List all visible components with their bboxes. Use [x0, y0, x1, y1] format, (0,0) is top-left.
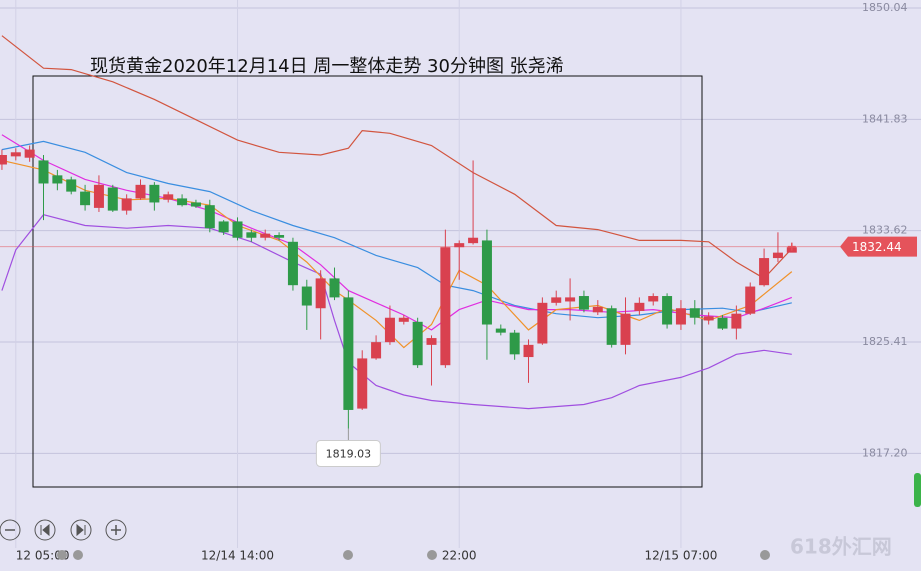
candle-body — [634, 302, 645, 311]
watermark: 618外汇网 — [790, 535, 892, 559]
scroll-dot — [73, 550, 83, 560]
step-forward[interactable] — [70, 519, 92, 541]
x-tick-label: 12 05:00 — [16, 549, 70, 563]
candle-body — [357, 358, 368, 409]
candle-body — [80, 191, 91, 206]
candle-body — [509, 332, 520, 355]
candle-body — [287, 241, 298, 286]
candle-body — [745, 286, 756, 314]
controls — [0, 473, 921, 541]
annotation-box — [315, 440, 381, 468]
zoom-out[interactable] — [0, 519, 21, 541]
candle-body — [384, 317, 395, 343]
candle-body — [440, 247, 451, 366]
scroll-dot — [760, 550, 770, 560]
candle-body — [620, 313, 631, 345]
scroll-dot — [427, 550, 437, 560]
candle-body — [717, 317, 728, 329]
candle-body — [177, 198, 188, 206]
candle-body — [121, 198, 132, 211]
candle-body — [218, 221, 229, 233]
annotation-label: 1819.03 — [326, 448, 372, 461]
candle-body — [468, 237, 479, 244]
candle-body — [592, 306, 603, 313]
candle-body — [675, 308, 686, 325]
candle-body — [38, 160, 49, 184]
candle-body — [52, 175, 63, 184]
last-price-marker — [787, 242, 796, 251]
y-tick-label: 1817.20 — [862, 446, 908, 459]
candle-body — [606, 308, 617, 345]
candle-body — [412, 321, 423, 366]
candle-body — [371, 342, 382, 359]
candle-body — [149, 184, 160, 203]
candle-body — [0, 155, 7, 165]
x-tick-label: 22:00 — [442, 549, 477, 563]
chart-title: 现货黄金2020年12月14日 周一整体走势 30分钟图 张尧浠 — [90, 56, 564, 77]
candle-body — [274, 235, 285, 238]
icon — [111, 525, 121, 535]
candle-body — [662, 296, 673, 325]
candle-body — [454, 243, 465, 248]
candle-body — [537, 302, 548, 344]
candle-body — [481, 240, 492, 325]
candle-body — [565, 297, 576, 302]
candle-body — [731, 313, 742, 329]
candle-body — [551, 297, 562, 303]
scroll-dot — [343, 550, 353, 560]
candle-body — [703, 316, 714, 321]
last-price-label: 1832.44 — [852, 240, 902, 254]
x-tick-label: 12/15 07:00 — [644, 549, 717, 563]
icon — [40, 523, 50, 537]
y-tick-label: 1850.04 — [862, 1, 908, 14]
candle-body — [398, 317, 409, 322]
candle-body — [260, 233, 271, 238]
candle-body — [10, 152, 21, 157]
indicator-line — [1, 134, 793, 331]
step-back[interactable] — [34, 519, 56, 541]
y-tick-label: 1833.62 — [862, 224, 908, 237]
candle-body — [578, 296, 589, 310]
candle-body — [523, 344, 534, 358]
candle-body — [190, 202, 201, 207]
scroll-dot — [57, 550, 67, 560]
candle-body — [315, 278, 326, 309]
candle-body — [93, 184, 104, 208]
indicator-line — [1, 140, 792, 319]
zoom-in[interactable] — [105, 519, 127, 541]
indicator-line — [1, 35, 793, 280]
side-handle[interactable] — [914, 473, 921, 507]
y-tick-label: 1825.41 — [862, 335, 908, 348]
candle-body — [343, 297, 354, 410]
candle-body — [495, 328, 506, 333]
candle-body — [135, 184, 146, 199]
last-price-tag — [840, 236, 917, 257]
candle-body — [648, 296, 659, 302]
candle-body — [204, 205, 215, 229]
icon — [76, 523, 86, 537]
candle-body — [107, 187, 118, 211]
candle-body — [163, 194, 174, 200]
candle-body — [426, 338, 437, 345]
candle-body — [759, 258, 770, 286]
candle-body — [24, 149, 35, 158]
candle-body — [301, 286, 312, 306]
candle-body — [689, 308, 700, 318]
candle-body — [232, 221, 243, 238]
candle-body — [66, 179, 77, 192]
candle-body — [772, 252, 783, 259]
candle-body — [329, 278, 340, 298]
y-tick-label: 1841.83 — [862, 112, 908, 125]
indicator-line — [1, 214, 792, 410]
x-tick-label: 12/14 14:00 — [201, 549, 274, 563]
candle-body — [246, 232, 257, 238]
frame — [32, 75, 703, 488]
